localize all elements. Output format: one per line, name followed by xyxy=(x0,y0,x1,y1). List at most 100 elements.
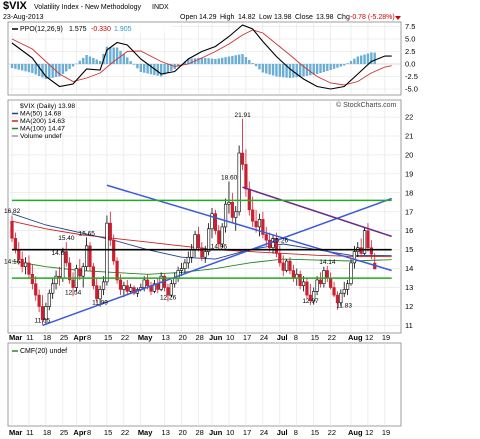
ppo-histogram-bar xyxy=(122,54,126,64)
x-tick-label: 19 xyxy=(382,428,390,437)
y-tick-label: 16 xyxy=(405,226,413,235)
ppo-histogram-bar xyxy=(105,46,109,64)
ppo-histogram-bar xyxy=(129,61,132,64)
candle-body xyxy=(10,220,14,239)
ppo-histogram-bar xyxy=(322,64,326,72)
x-tick-label: 22 xyxy=(328,428,336,437)
ppo-histogram-bar xyxy=(109,47,112,64)
candle-body xyxy=(40,306,45,321)
chg-label: Chg xyxy=(337,14,350,21)
ppo-value-1: 1.575 xyxy=(69,26,87,33)
x-tick-label: 17 xyxy=(243,333,251,342)
ppo-histogram-bar xyxy=(197,57,200,64)
ppo-histogram-bar xyxy=(305,64,309,76)
x-tick-label: Apr xyxy=(73,333,86,342)
ppo-histogram-bar xyxy=(309,64,312,76)
candle-body xyxy=(271,237,275,249)
ppo-histogram-bar xyxy=(288,64,292,78)
candle-body xyxy=(244,164,248,190)
high-value: 14.82 xyxy=(238,14,256,21)
ppo-histogram-bar xyxy=(68,64,71,69)
ppo-histogram-bar xyxy=(224,57,227,64)
price-annotations: 16.82 14.16 11.05 15.40 12.54 15.65 11.99 12.26… xyxy=(4,112,352,325)
candle-body xyxy=(247,188,251,211)
candle-body xyxy=(288,260,292,271)
x-tick-label: 15 xyxy=(311,428,319,437)
ppo-histogram-bar xyxy=(37,64,41,76)
price-annotation: 15.40 xyxy=(58,235,75,242)
ppo-histogram-bar xyxy=(298,64,302,77)
ppo-histogram-bar xyxy=(81,57,85,64)
ppo-histogram-bar xyxy=(319,64,322,73)
x-tick-label: 13 xyxy=(162,428,170,437)
ppo-value-2: -0.330 xyxy=(91,26,111,33)
ppo-y-tick-label: 7.5 xyxy=(405,22,415,31)
candle-body xyxy=(251,209,255,222)
candle-body xyxy=(125,285,129,292)
ppo-histogram-bar xyxy=(329,64,332,70)
candle-body xyxy=(196,234,201,249)
symbol-label: $VIX xyxy=(3,0,28,12)
candle-body xyxy=(95,285,99,300)
candle-body xyxy=(315,279,319,292)
x-tick-label: May xyxy=(138,428,153,437)
candle-body xyxy=(23,262,28,267)
ppo-histogram-bar xyxy=(126,57,129,64)
ppo-histogram-bar xyxy=(14,64,17,69)
price-annotation: 11.05 xyxy=(35,317,51,324)
ma100-line xyxy=(11,258,392,275)
y-tick-label: 19 xyxy=(405,169,413,178)
candle-body xyxy=(217,230,221,245)
legend-entry: MA(200) 14.63 xyxy=(20,118,65,125)
x-tick-label: 19 xyxy=(382,333,390,342)
x-tick-label: 20 xyxy=(179,428,187,437)
price-annotation: 21.91 xyxy=(235,112,252,119)
candle-body xyxy=(183,262,187,269)
price-annotation: 14.16 xyxy=(4,259,21,266)
ppo-histogram-bar xyxy=(349,61,353,64)
ppo-histogram-bar xyxy=(61,64,65,74)
ppo-histogram-bar xyxy=(115,47,119,64)
trendline-trend_purple xyxy=(242,186,392,238)
ppo-histogram-bar xyxy=(190,58,193,64)
x-tick-label: 20 xyxy=(179,333,187,342)
ppo-label: PPO(12,26,9) xyxy=(20,26,63,33)
candle-body xyxy=(169,283,173,296)
candle-body xyxy=(54,275,58,285)
candle-body xyxy=(91,266,95,286)
trendline-trend_blue xyxy=(42,197,392,327)
price-annotation: 14.96 xyxy=(211,243,228,250)
y-tick-label: 14 xyxy=(405,264,413,273)
price-annotation: 18.60 xyxy=(221,174,238,181)
ppo-histogram-bar xyxy=(326,64,329,71)
ppo-histogram-bar xyxy=(237,54,241,64)
open-value: 14.29 xyxy=(199,14,217,21)
candle-body xyxy=(301,281,306,286)
legend-entry: $VIX (Daily) 13.98 xyxy=(20,103,75,110)
ppo-histogram-bar xyxy=(146,64,149,74)
candle-body xyxy=(207,228,211,252)
ppo-histogram-bar xyxy=(241,54,244,64)
x-tick-label: 10 xyxy=(226,428,234,437)
candle-body xyxy=(13,237,17,250)
candle-body xyxy=(122,285,126,290)
ppo-histogram-bar xyxy=(356,56,359,64)
ppo-histogram-bar xyxy=(248,60,251,64)
candle-body xyxy=(108,222,112,241)
ohlc-summary: Open 14.29 High 14.82 Low 13.98 Close 13… xyxy=(180,14,401,21)
down-arrow-icon xyxy=(395,16,401,20)
low-value: 13.98 xyxy=(274,14,292,21)
x-tick-label: 13 xyxy=(162,333,170,342)
ppo-histogram-bar xyxy=(258,64,261,70)
ppo-histogram-bar xyxy=(282,64,285,78)
ppo-histogram-bar xyxy=(92,58,95,64)
candle-body xyxy=(349,262,353,285)
x-tick-label: 11 xyxy=(26,428,34,437)
ppo-line xyxy=(11,24,392,90)
price-annotation: 11.99 xyxy=(92,300,108,307)
ppo-histogram-bar xyxy=(98,61,102,64)
ppo-histogram-bar xyxy=(227,56,231,64)
exchange-label: INDX xyxy=(152,4,169,11)
